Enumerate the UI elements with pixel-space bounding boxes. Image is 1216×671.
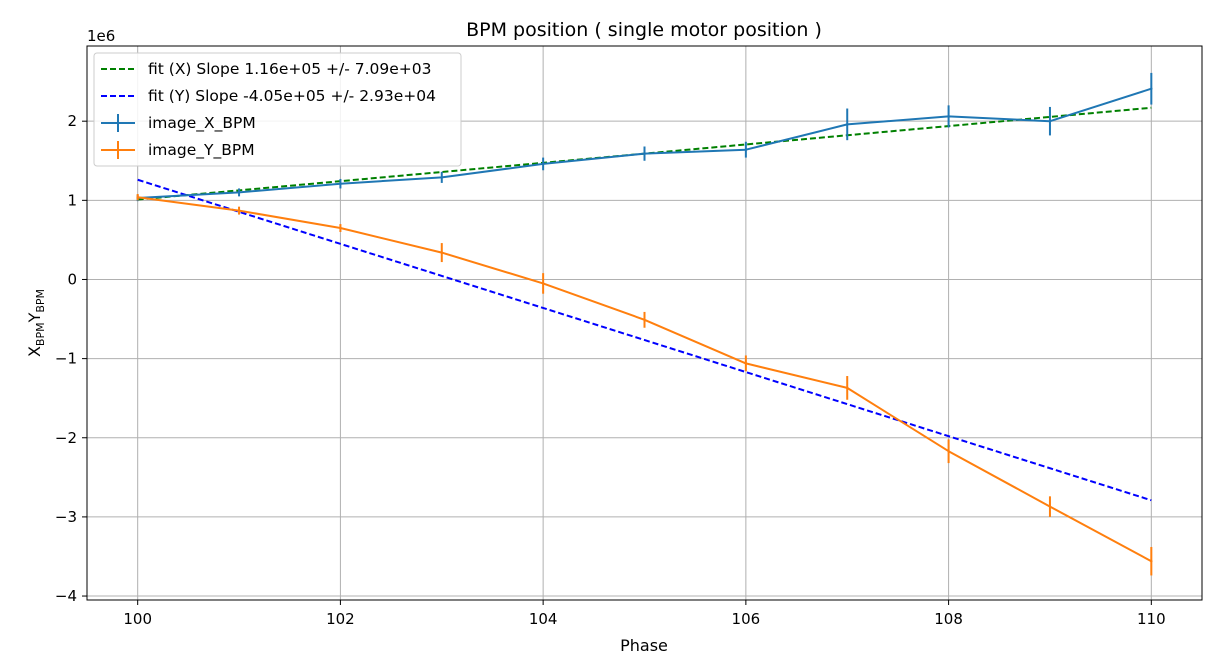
data-point xyxy=(947,115,950,118)
legend-label: image_X_BPM xyxy=(148,114,256,133)
chart-title: BPM position ( single motor position ) xyxy=(466,19,822,41)
data-point xyxy=(541,282,545,285)
grid-lines xyxy=(87,46,1202,600)
y-title-y: Y xyxy=(25,312,44,323)
y-tick-label: −3 xyxy=(55,508,77,526)
y-title-y-sub: BPM xyxy=(34,289,47,313)
data-point xyxy=(237,191,241,194)
data-point xyxy=(1048,505,1052,508)
series-image_X_BPM xyxy=(136,72,1153,202)
data-point xyxy=(846,123,849,126)
data-point xyxy=(440,176,443,179)
data-point xyxy=(1150,560,1153,563)
y-title-x-sub: BPM xyxy=(34,322,47,346)
x-tick-label: 108 xyxy=(934,610,963,628)
data-point xyxy=(1150,87,1153,90)
y-title-x: X xyxy=(25,346,44,357)
data-point xyxy=(237,209,241,212)
plot-frame xyxy=(86,45,1203,601)
legend-label: fit (Y) Slope -4.05e+05 +/- 2.93e+04 xyxy=(148,87,436,105)
series-image_Y_BPM xyxy=(136,193,1153,576)
x-axis-ticks: 100 102 104 106 108 110 xyxy=(123,600,1166,628)
data-point xyxy=(643,152,646,155)
data-point xyxy=(339,226,342,230)
y-tick-label: 0 xyxy=(67,270,77,288)
data-point xyxy=(541,162,545,166)
data-point xyxy=(136,195,139,199)
y-axis-offset-label: 1e6 xyxy=(87,27,115,45)
x-axis-title: Phase xyxy=(620,636,668,655)
data-series xyxy=(136,72,1153,576)
y-tick-label: −4 xyxy=(55,587,77,605)
data-point xyxy=(643,318,646,322)
legend: fit (X) Slope 1.16e+05 +/- 7.09e+03 fit (… xyxy=(93,52,462,167)
data-point xyxy=(744,148,748,151)
x-tick-label: 100 xyxy=(123,610,152,628)
x-tick-label: 102 xyxy=(326,610,355,628)
data-point xyxy=(440,251,443,254)
fit-line-3 xyxy=(137,178,1152,502)
legend-box xyxy=(93,52,462,167)
data-point xyxy=(947,450,950,453)
data-point xyxy=(1048,119,1052,123)
x-tick-label: 110 xyxy=(1137,610,1166,628)
data-point xyxy=(744,362,748,365)
legend-label: fit (X) Slope 1.16e+05 +/- 7.09e+03 xyxy=(148,60,432,78)
y-tick-label: −1 xyxy=(55,350,77,368)
y-tick-label: 1 xyxy=(67,191,77,209)
x-tick-label: 104 xyxy=(529,610,558,628)
data-point xyxy=(846,386,849,390)
y-tick-label: 2 xyxy=(67,112,77,130)
y-axis-ticks: −4 −3 −2 −1 0 1 2 xyxy=(55,112,87,605)
x-tick-label: 106 xyxy=(732,610,761,628)
y-axis-title: XBPMYBPM xyxy=(25,289,47,357)
y-tick-label: −2 xyxy=(55,429,77,447)
legend-label: image_Y_BPM xyxy=(148,141,255,160)
data-point xyxy=(339,182,342,185)
